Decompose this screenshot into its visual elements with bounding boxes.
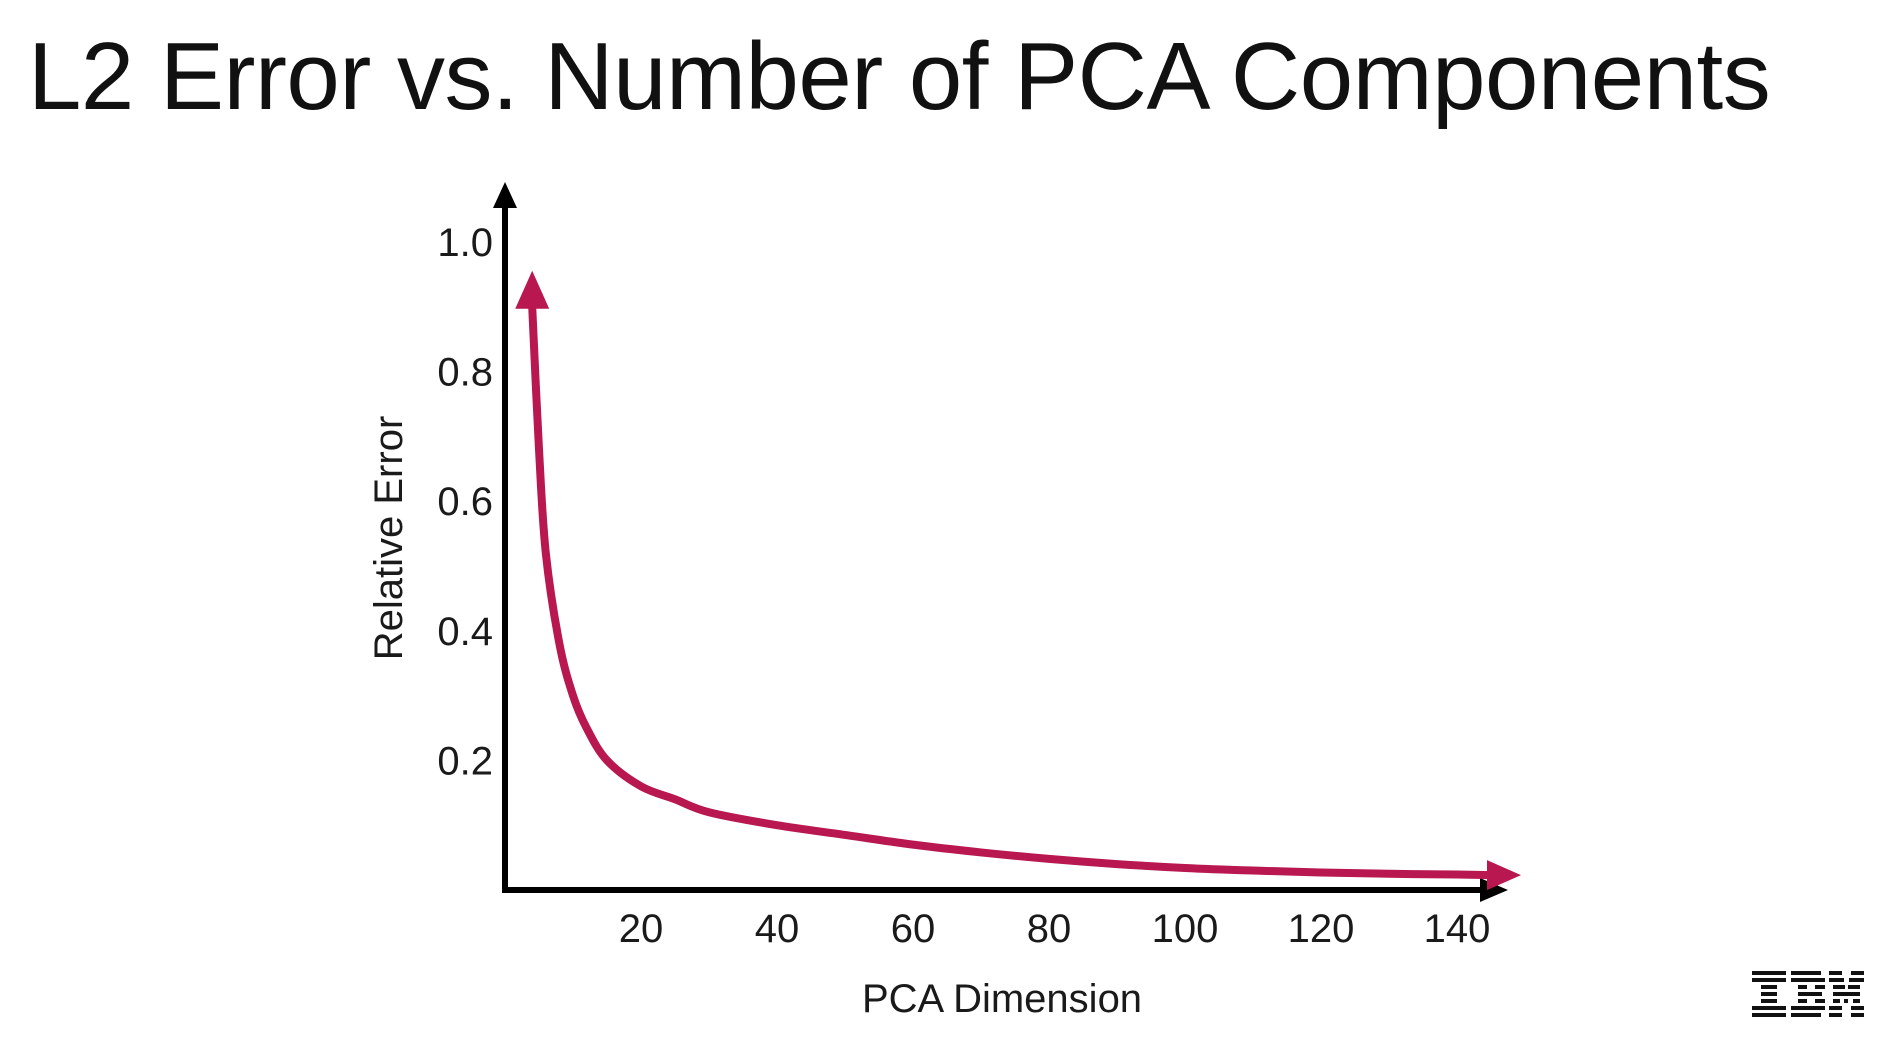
x-tick-label: 140 <box>1424 907 1491 951</box>
series-point <box>528 303 536 311</box>
series-end-arrowhead <box>1487 860 1521 891</box>
series-point <box>555 640 563 648</box>
x-axis-title: PCA Dimension <box>862 977 1142 1021</box>
series-point <box>603 756 611 764</box>
y-tick-label: 0.4 <box>437 610 493 654</box>
series-point <box>977 848 985 856</box>
series-point <box>909 841 917 849</box>
x-tick-label: 100 <box>1152 907 1219 951</box>
x-tick-label: 120 <box>1288 907 1355 951</box>
series-point <box>535 445 543 453</box>
y-axis-arrowhead <box>493 182 517 208</box>
series-point <box>1181 864 1189 872</box>
y-axis-title: Relative Error <box>367 416 411 661</box>
x-tick-label: 60 <box>891 907 936 951</box>
series-point <box>569 692 577 700</box>
series-layer <box>515 270 1521 891</box>
series-point <box>1113 860 1121 868</box>
y-tick-label: 0.6 <box>437 480 493 524</box>
series-point <box>542 549 550 557</box>
series-point <box>583 724 591 732</box>
series-point <box>705 808 713 816</box>
chart-axes <box>493 182 1508 902</box>
series-point <box>671 795 679 803</box>
series-point <box>637 782 645 790</box>
y-axis-ticks: 0.2 0.4 0.6 0.8 1.0 <box>437 221 493 783</box>
y-tick-label: 0.2 <box>437 739 493 783</box>
x-axis-ticks: 20 40 60 80 100 120 140 <box>619 907 1491 951</box>
series-point <box>1045 855 1053 863</box>
y-tick-label: 0.8 <box>437 351 493 395</box>
series-line <box>528 302 1495 880</box>
series-point <box>1317 869 1325 877</box>
series-point <box>773 821 781 829</box>
slide-title: L2 Error vs. Number of PCA Components <box>28 23 1771 130</box>
series-point <box>841 831 849 839</box>
ibm-logo <box>1752 971 1864 1017</box>
y-tick-label: 1.0 <box>437 221 493 265</box>
x-tick-label: 20 <box>619 907 664 951</box>
series-point <box>1453 870 1461 878</box>
series-point <box>1249 867 1257 875</box>
series-point <box>1385 870 1393 878</box>
x-tick-label: 40 <box>755 907 800 951</box>
series-point <box>1487 871 1495 879</box>
x-tick-label: 80 <box>1027 907 1072 951</box>
series-start-arrowhead <box>515 270 550 309</box>
